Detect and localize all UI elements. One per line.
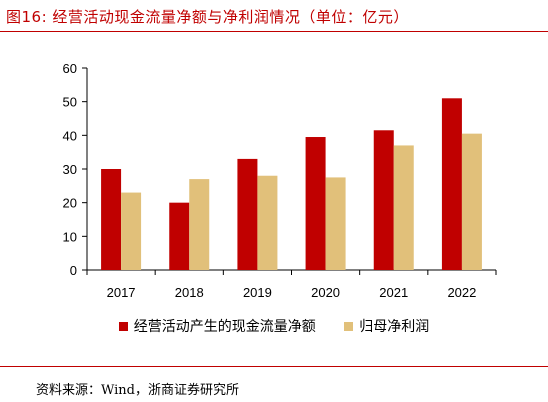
bar-series-2-2019 xyxy=(257,175,278,270)
legend-swatch-series-2 xyxy=(344,321,354,331)
figure-title: 图16: 经营活动现金流量净额与净利润情况（单位：亿元） xyxy=(6,8,409,26)
legend: 经营活动产生的现金流量净额 归母净利润 xyxy=(0,316,548,336)
x-tick-label: 2018 xyxy=(175,285,204,300)
legend-label-series-1: 经营活动产生的现金流量净额 xyxy=(133,319,316,335)
x-tick-label: 2019 xyxy=(243,285,272,300)
title-divider xyxy=(0,31,548,32)
legend-swatch-series-1 xyxy=(118,321,128,331)
y-axis: 0 10 20 30 40 50 60 xyxy=(63,61,88,278)
source-divider xyxy=(0,366,548,367)
bar-series-1-2017 xyxy=(101,169,122,270)
y-tick-label: 50 xyxy=(63,95,77,110)
y-tick-label: 40 xyxy=(63,128,77,143)
bar-series-2-2022 xyxy=(461,133,482,270)
bar-series-2-2018 xyxy=(189,179,210,270)
source-note: 资料来源：Wind，浙商证券研究所 xyxy=(36,383,239,398)
y-tick-label: 20 xyxy=(63,196,77,211)
y-tick-label: 0 xyxy=(70,263,77,278)
x-tick-label: 2021 xyxy=(379,285,408,300)
y-tick-label: 60 xyxy=(63,61,77,76)
legend-item-series-1: 经营活动产生的现金流量净额 xyxy=(118,316,316,336)
bar-series-2-2017 xyxy=(121,192,142,270)
legend-item-series-2: 归母净利润 xyxy=(344,316,429,336)
x-tick-label: 2017 xyxy=(107,285,136,300)
x-axis: 2017 2018 2019 2020 2021 2022 xyxy=(86,269,497,300)
bar-series-1-2018 xyxy=(169,202,190,270)
y-tick-label: 10 xyxy=(63,229,77,244)
bar-series-1-2020 xyxy=(305,137,326,270)
bar-series-2-2021 xyxy=(393,145,414,270)
x-tick-label: 2022 xyxy=(447,285,476,300)
bar-series-1-2022 xyxy=(441,98,462,270)
bar-series-2-2020 xyxy=(325,177,346,270)
bar-chart: 0 10 20 30 40 50 60 2017 2018 2019 2020 2021 2022 xyxy=(63,61,497,300)
legend-label-series-2: 归母净利润 xyxy=(359,319,430,335)
bar-series-1-2021 xyxy=(373,130,394,270)
bar-series-1-2019 xyxy=(237,158,258,270)
x-tick-label: 2020 xyxy=(311,285,340,300)
bars xyxy=(101,98,482,270)
y-tick-label: 30 xyxy=(63,162,77,177)
